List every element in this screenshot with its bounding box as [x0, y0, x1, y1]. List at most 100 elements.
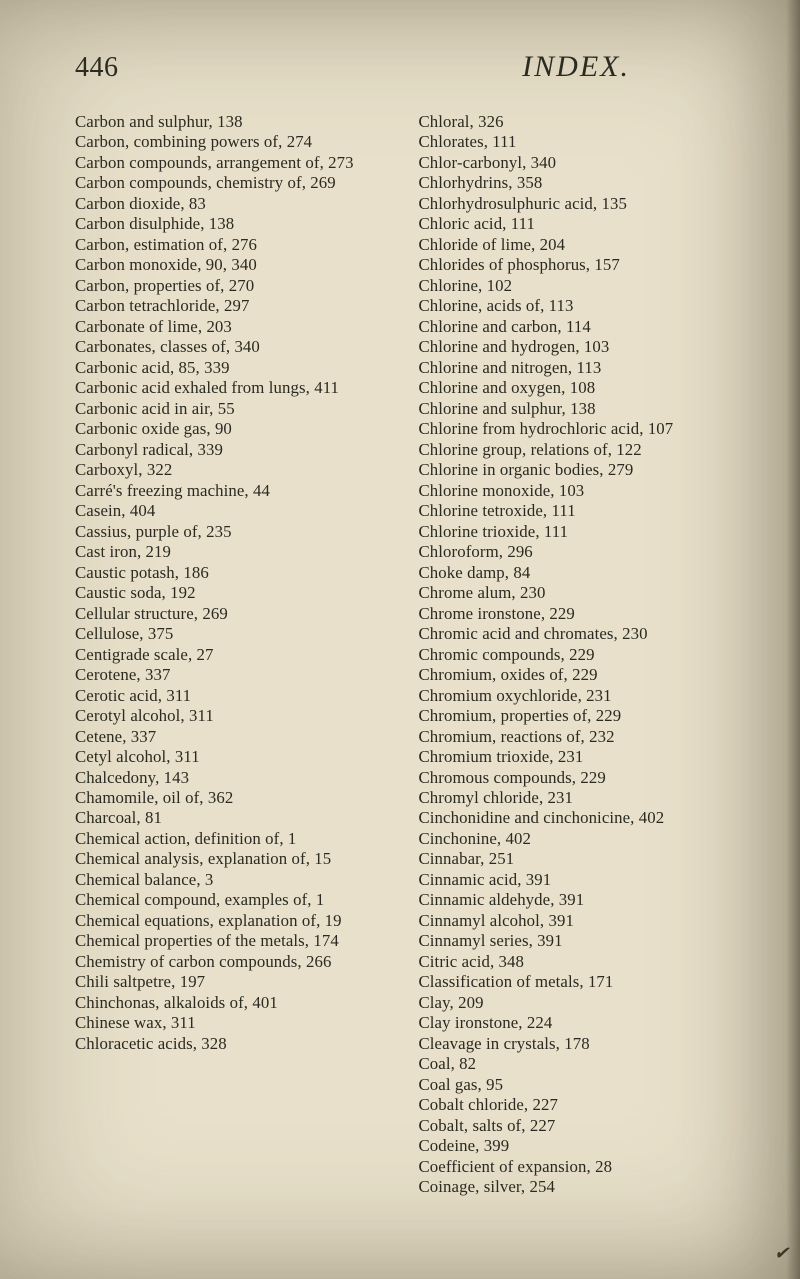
index-entry: Chemical properties of the metals, 174	[75, 931, 397, 951]
index-entry: Centigrade scale, 27	[75, 645, 397, 665]
index-entry: Chromyl chloride, 231	[419, 788, 741, 808]
index-entry: Cinchonine, 402	[419, 829, 741, 849]
index-entry: Carbon dioxide, 83	[75, 194, 397, 214]
index-entry: Chemical compound, examples of, 1	[75, 890, 397, 910]
index-entry: Carbonyl radical, 339	[75, 440, 397, 460]
index-entry: Chinchonas, alkaloids of, 401	[75, 993, 397, 1013]
index-entry: Carré's freezing machine, 44	[75, 481, 397, 501]
index-entry: Carbon, estimation of, 276	[75, 235, 397, 255]
index-entry: Chloracetic acids, 328	[75, 1034, 397, 1054]
index-entry: Cinnabar, 251	[419, 849, 741, 869]
index-entry: Chlor-carbonyl, 340	[419, 153, 741, 173]
index-entry: Chlorine tetroxide, 111	[419, 501, 741, 521]
index-entry: Chlorine and oxygen, 108	[419, 378, 741, 398]
index-entry: Cinnamyl alcohol, 391	[419, 911, 741, 931]
index-entry: Chlorine group, relations of, 122	[419, 440, 741, 460]
index-entry: Cinchonidine and cinchonicine, 402	[419, 808, 741, 828]
index-entry: Chlorine, acids of, 113	[419, 296, 741, 316]
index-column-right: Chloral, 326Chlorates, 111Chlor-carbonyl…	[419, 112, 741, 1198]
index-entry: Cinnamyl series, 391	[419, 931, 741, 951]
index-entry: Chlorhydrins, 358	[419, 173, 741, 193]
index-columns: Carbon and sulphur, 138Carbon, combining…	[75, 112, 740, 1198]
index-entry: Carbon monoxide, 90, 340	[75, 255, 397, 275]
index-entry: Cinnamic acid, 391	[419, 870, 741, 890]
index-entry: Chloric acid, 111	[419, 214, 741, 234]
index-entry: Carboxyl, 322	[75, 460, 397, 480]
index-entry: Coal, 82	[419, 1054, 741, 1074]
index-entry: Clay ironstone, 224	[419, 1013, 741, 1033]
index-entry: Cast iron, 219	[75, 542, 397, 562]
index-entry: Cerotene, 337	[75, 665, 397, 685]
index-entry: Chlorine and sulphur, 138	[419, 399, 741, 419]
index-entry: Chromium, properties of, 229	[419, 706, 741, 726]
index-entry: Chlorine trioxide, 111	[419, 522, 741, 542]
index-entry: Carbon tetrachloride, 297	[75, 296, 397, 316]
index-entry: Carbon compounds, chemistry of, 269	[75, 173, 397, 193]
index-entry: Casein, 404	[75, 501, 397, 521]
index-entry: Chlorine and hydrogen, 103	[419, 337, 741, 357]
page-blemish: ✔	[774, 1243, 792, 1265]
index-entry: Chromous compounds, 229	[419, 768, 741, 788]
index-entry: Chlorhydrosulphuric acid, 135	[419, 194, 741, 214]
index-entry: Cassius, purple of, 235	[75, 522, 397, 542]
index-entry: Chrome alum, 230	[419, 583, 741, 603]
index-entry: Carbon, combining powers of, 274	[75, 132, 397, 152]
index-entry: Caustic soda, 192	[75, 583, 397, 603]
index-entry: Cleavage in crystals, 178	[419, 1034, 741, 1054]
index-entry: Cetyl alcohol, 311	[75, 747, 397, 767]
index-entry: Chlorine, 102	[419, 276, 741, 296]
index-entry: Chloride of lime, 204	[419, 235, 741, 255]
index-entry: Cobalt, salts of, 227	[419, 1116, 741, 1136]
index-entry: Chili saltpetre, 197	[75, 972, 397, 992]
index-entry: Chlorine and nitrogen, 113	[419, 358, 741, 378]
index-entry: Carbon compounds, arrangement of, 273	[75, 153, 397, 173]
index-entry: Clay, 209	[419, 993, 741, 1013]
index-entry: Carbonic oxide gas, 90	[75, 419, 397, 439]
page-header: 446 INDEX.	[75, 50, 740, 84]
book-page: 446 INDEX. Carbon and sulphur, 138Carbon…	[0, 0, 800, 1279]
index-entry: Chromium trioxide, 231	[419, 747, 741, 767]
index-entry: Chlorine in organic bodies, 279	[419, 460, 741, 480]
index-entry: Chinese wax, 311	[75, 1013, 397, 1033]
index-entry: Cetene, 337	[75, 727, 397, 747]
index-entry: Caustic potash, 186	[75, 563, 397, 583]
index-entry: Chromium oxychloride, 231	[419, 686, 741, 706]
index-entry: Carbon, properties of, 270	[75, 276, 397, 296]
index-entry: Cobalt chloride, 227	[419, 1095, 741, 1115]
index-entry: Citric acid, 348	[419, 952, 741, 972]
index-entry: Carbonate of lime, 203	[75, 317, 397, 337]
index-entry: Coal gas, 95	[419, 1075, 741, 1095]
page-title: INDEX.	[522, 50, 630, 84]
index-entry: Charcoal, 81	[75, 808, 397, 828]
index-entry: Carbon and sulphur, 138	[75, 112, 397, 132]
index-entry: Chlorides of phosphorus, 157	[419, 255, 741, 275]
index-entry: Classification of metals, 171	[419, 972, 741, 992]
index-entry: Chloroform, 296	[419, 542, 741, 562]
index-entry: Carbonic acid exhaled from lungs, 411	[75, 378, 397, 398]
index-entry: Chromic acid and chromates, 230	[419, 624, 741, 644]
index-entry: Chromium, reactions of, 232	[419, 727, 741, 747]
page-number: 446	[75, 52, 119, 84]
index-entry: Coinage, silver, 254	[419, 1177, 741, 1197]
index-entry: Chrome ironstone, 229	[419, 604, 741, 624]
index-entry: Codeine, 399	[419, 1136, 741, 1156]
index-entry: Chemistry of carbon compounds, 266	[75, 952, 397, 972]
index-entry: Chromium, oxides of, 229	[419, 665, 741, 685]
index-entry: Chlorine and carbon, 114	[419, 317, 741, 337]
index-entry: Carbonates, classes of, 340	[75, 337, 397, 357]
index-entry: Cellular structure, 269	[75, 604, 397, 624]
index-entry: Chloral, 326	[419, 112, 741, 132]
index-entry: Chamomile, oil of, 362	[75, 788, 397, 808]
index-entry: Cerotyl alcohol, 311	[75, 706, 397, 726]
page-edge-shadow	[786, 0, 800, 1279]
index-entry: Chlorates, 111	[419, 132, 741, 152]
index-column-left: Carbon and sulphur, 138Carbon, combining…	[75, 112, 397, 1198]
index-entry: Chemical action, definition of, 1	[75, 829, 397, 849]
index-entry: Cellulose, 375	[75, 624, 397, 644]
index-entry: Chlorine monoxide, 103	[419, 481, 741, 501]
index-entry: Chalcedony, 143	[75, 768, 397, 788]
index-entry: Cerotic acid, 311	[75, 686, 397, 706]
index-entry: Carbon disulphide, 138	[75, 214, 397, 234]
index-entry: Chemical equations, explanation of, 19	[75, 911, 397, 931]
index-entry: Carbonic acid, 85, 339	[75, 358, 397, 378]
